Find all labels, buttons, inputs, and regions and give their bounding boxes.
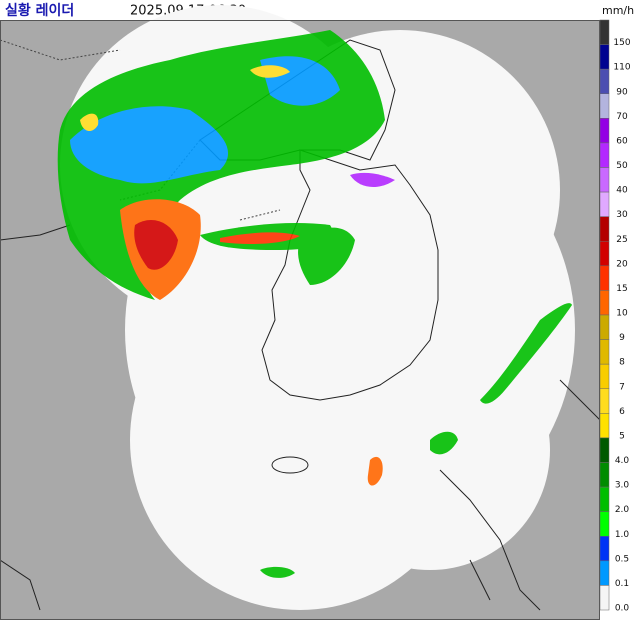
jeju xyxy=(271,456,309,474)
rain-cell xyxy=(250,65,290,78)
legend-label: 3.0 xyxy=(615,481,630,491)
rain-cell xyxy=(430,431,458,455)
legend-label: 10 xyxy=(616,309,628,319)
legend-swatch xyxy=(599,462,610,488)
legend-swatch xyxy=(599,339,610,365)
legend-swatch xyxy=(599,585,610,611)
legend-swatch xyxy=(599,142,610,168)
heavy-rain xyxy=(134,220,178,270)
legend-label: 30 xyxy=(616,210,628,220)
legend-label: 1.0 xyxy=(615,530,630,540)
legend-label: 8 xyxy=(619,358,625,368)
legend-label: 90 xyxy=(616,87,628,97)
legend-label: 60 xyxy=(616,136,628,146)
precipitation xyxy=(57,30,572,578)
legend-label: 15 xyxy=(616,284,627,294)
legend-swatch xyxy=(599,265,610,291)
legend-swatch xyxy=(599,118,610,144)
legend-label: 7 xyxy=(619,382,625,392)
rain-cell xyxy=(80,113,99,132)
legend-label: 50 xyxy=(616,161,628,171)
legend-swatch xyxy=(599,363,610,389)
legend-swatch xyxy=(599,388,610,414)
legend-swatch xyxy=(599,314,610,340)
legend-swatch xyxy=(599,44,610,70)
legend: 150 110 90 70 60 50 40 30 25 20 15 10 9 8 7 6 5 4.0 3.0 2.0… xyxy=(599,19,631,614)
legend-swatch xyxy=(599,511,610,537)
legend-swatch xyxy=(599,68,610,94)
china-coast xyxy=(0,224,71,611)
legend-label: 20 xyxy=(616,259,628,269)
rain-area xyxy=(70,106,229,184)
rain-band xyxy=(480,303,572,404)
legend-swatch xyxy=(599,536,610,562)
legend-label: 70 xyxy=(616,112,628,122)
legend-label: 25 xyxy=(616,235,627,245)
unit: mm/h xyxy=(602,4,634,17)
rain-cell xyxy=(260,566,295,578)
legend-label: 2.0 xyxy=(615,505,630,515)
legend-swatch xyxy=(599,216,610,242)
legend-label: 0.5 xyxy=(615,554,629,564)
legend-swatch xyxy=(599,290,610,316)
rain-cell xyxy=(367,456,383,486)
legend-swatch xyxy=(599,241,610,267)
legend-label: 0.0 xyxy=(615,604,630,614)
legend-label: 9 xyxy=(619,333,625,343)
legend-swatch xyxy=(599,486,610,512)
legend-swatch xyxy=(599,93,610,119)
legend-label: 150 xyxy=(613,38,630,48)
legend-swatch xyxy=(599,437,610,463)
legend-swatch xyxy=(599,191,610,217)
legend-label: 40 xyxy=(616,186,628,196)
legend-label: 110 xyxy=(613,63,630,73)
rain-cell xyxy=(350,172,395,187)
map xyxy=(0,5,601,620)
rain-band xyxy=(220,232,300,244)
legend-swatch xyxy=(599,167,610,193)
legend-swatch xyxy=(599,413,610,439)
legend-label: 6 xyxy=(619,407,625,417)
legend-label: 4.0 xyxy=(615,456,630,466)
legend-label: 5 xyxy=(619,431,625,441)
rain-band xyxy=(298,227,355,285)
title: 실황 레이더 xyxy=(5,2,74,19)
japan-coast xyxy=(439,379,601,611)
legend-swatch xyxy=(599,19,610,45)
legend-label: 0.1 xyxy=(615,579,629,589)
legend-swatch xyxy=(599,560,610,586)
